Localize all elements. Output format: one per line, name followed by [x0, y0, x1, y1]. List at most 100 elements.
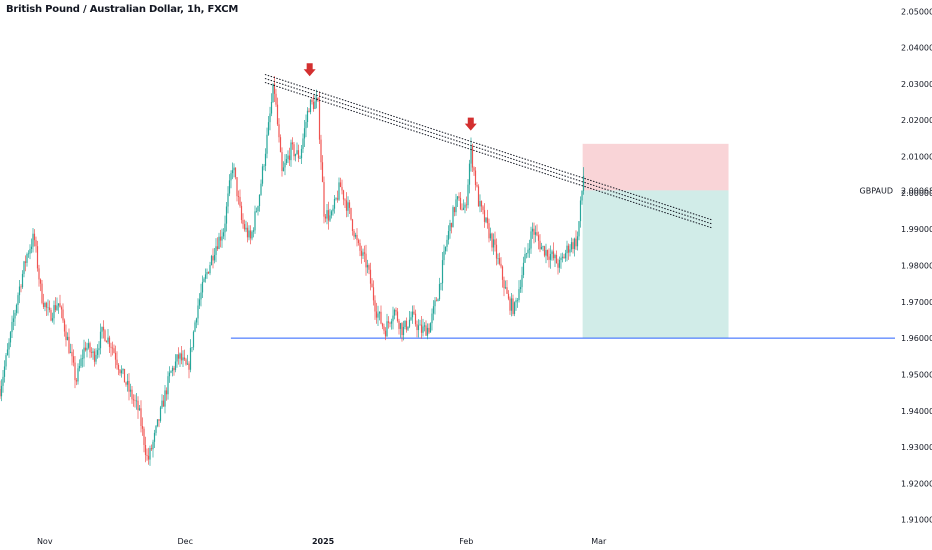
candle-body	[342, 190, 345, 200]
candle-body	[548, 256, 550, 260]
candle-body	[198, 299, 201, 306]
x-tick-label: Mar	[591, 537, 607, 546]
candle-body	[359, 243, 361, 251]
candle-body	[27, 253, 30, 255]
candle-body	[228, 180, 231, 194]
candle-body	[296, 150, 298, 155]
candle-body	[225, 206, 228, 224]
candle-body	[461, 209, 463, 210]
candle-body	[170, 371, 172, 373]
candle-body	[497, 258, 499, 259]
candle-body	[491, 233, 493, 248]
candle-body	[236, 177, 238, 197]
candle-body	[566, 245, 568, 254]
candle-body	[494, 239, 496, 245]
candle-body	[575, 238, 577, 247]
candle-body	[509, 298, 511, 311]
symbol-label: GBPAUD	[860, 186, 894, 195]
candle-body	[344, 199, 346, 201]
candle-body	[164, 390, 166, 407]
x-tick-label: 2025	[312, 537, 335, 546]
candle-body	[117, 365, 120, 370]
candle-body	[213, 254, 216, 261]
candle-body	[53, 305, 55, 319]
candle-body	[560, 257, 562, 260]
candle-body	[215, 246, 217, 255]
candle-body	[32, 233, 34, 247]
candle-body	[197, 305, 199, 319]
candle-body	[65, 331, 67, 341]
candle-body	[276, 104, 279, 125]
candle-body	[260, 183, 262, 195]
candle-body	[555, 255, 558, 264]
candle-body	[492, 239, 495, 248]
candle-body	[299, 158, 301, 159]
candle-body	[270, 101, 273, 114]
candle-body	[93, 351, 96, 362]
candle-body	[312, 101, 315, 109]
candle-body	[320, 139, 322, 163]
candle-body	[432, 306, 435, 314]
candle-body	[558, 259, 561, 268]
candle-body	[462, 207, 465, 210]
candle-body	[47, 307, 49, 309]
candle-body	[441, 260, 444, 284]
candle-body	[248, 230, 250, 238]
candle-body	[104, 330, 106, 341]
candle-body	[393, 309, 396, 316]
candle-body	[426, 327, 429, 336]
candle-body	[264, 153, 267, 166]
candle-body	[180, 353, 183, 361]
candle-body	[399, 323, 402, 329]
candle-body	[17, 295, 19, 305]
candle-body	[35, 240, 37, 247]
candle-body	[66, 336, 69, 341]
candle-body	[450, 223, 453, 228]
candle-body	[501, 266, 504, 280]
candle-body	[404, 320, 406, 327]
candle-body	[89, 343, 91, 353]
candle-body	[350, 207, 352, 220]
x-tick-label: Dec	[178, 537, 193, 546]
candle-body	[239, 196, 241, 206]
candle-body	[476, 185, 478, 187]
candle-body	[338, 182, 340, 200]
candle-body	[395, 309, 397, 312]
candle-body	[530, 231, 532, 249]
candle-body	[242, 220, 244, 225]
candle-body	[452, 207, 454, 228]
candle-body	[245, 227, 247, 230]
candle-body	[552, 251, 555, 259]
candle-body	[78, 366, 81, 369]
candle-body	[411, 311, 414, 318]
candle-body	[285, 159, 288, 163]
candle-body	[446, 239, 448, 247]
candle-body	[489, 233, 492, 239]
y-tick-label: 1.97000	[901, 298, 932, 307]
candle-body	[360, 250, 363, 256]
candle-body	[428, 327, 430, 333]
candle-body	[156, 419, 159, 426]
candle-body	[131, 389, 133, 400]
candle-body	[440, 283, 442, 285]
candle-body	[303, 128, 306, 139]
candle-body	[339, 182, 342, 188]
trendline-channel	[264, 73, 712, 229]
candle-body	[425, 325, 427, 336]
y-tick-label: 1.94000	[901, 407, 932, 416]
candle-body	[314, 101, 316, 109]
y-tick-label: 1.91000	[901, 516, 932, 525]
candle-body	[563, 256, 565, 259]
candle-body	[59, 303, 61, 308]
candle-body	[14, 312, 16, 319]
candle-body	[413, 311, 415, 314]
candle-body	[377, 313, 379, 318]
candle-body	[383, 326, 385, 331]
candle-body	[279, 137, 282, 153]
candle-body	[158, 419, 160, 421]
candle-body	[75, 380, 78, 382]
candle-body	[194, 322, 196, 332]
candle-body	[284, 162, 286, 168]
candle-body	[368, 265, 370, 270]
